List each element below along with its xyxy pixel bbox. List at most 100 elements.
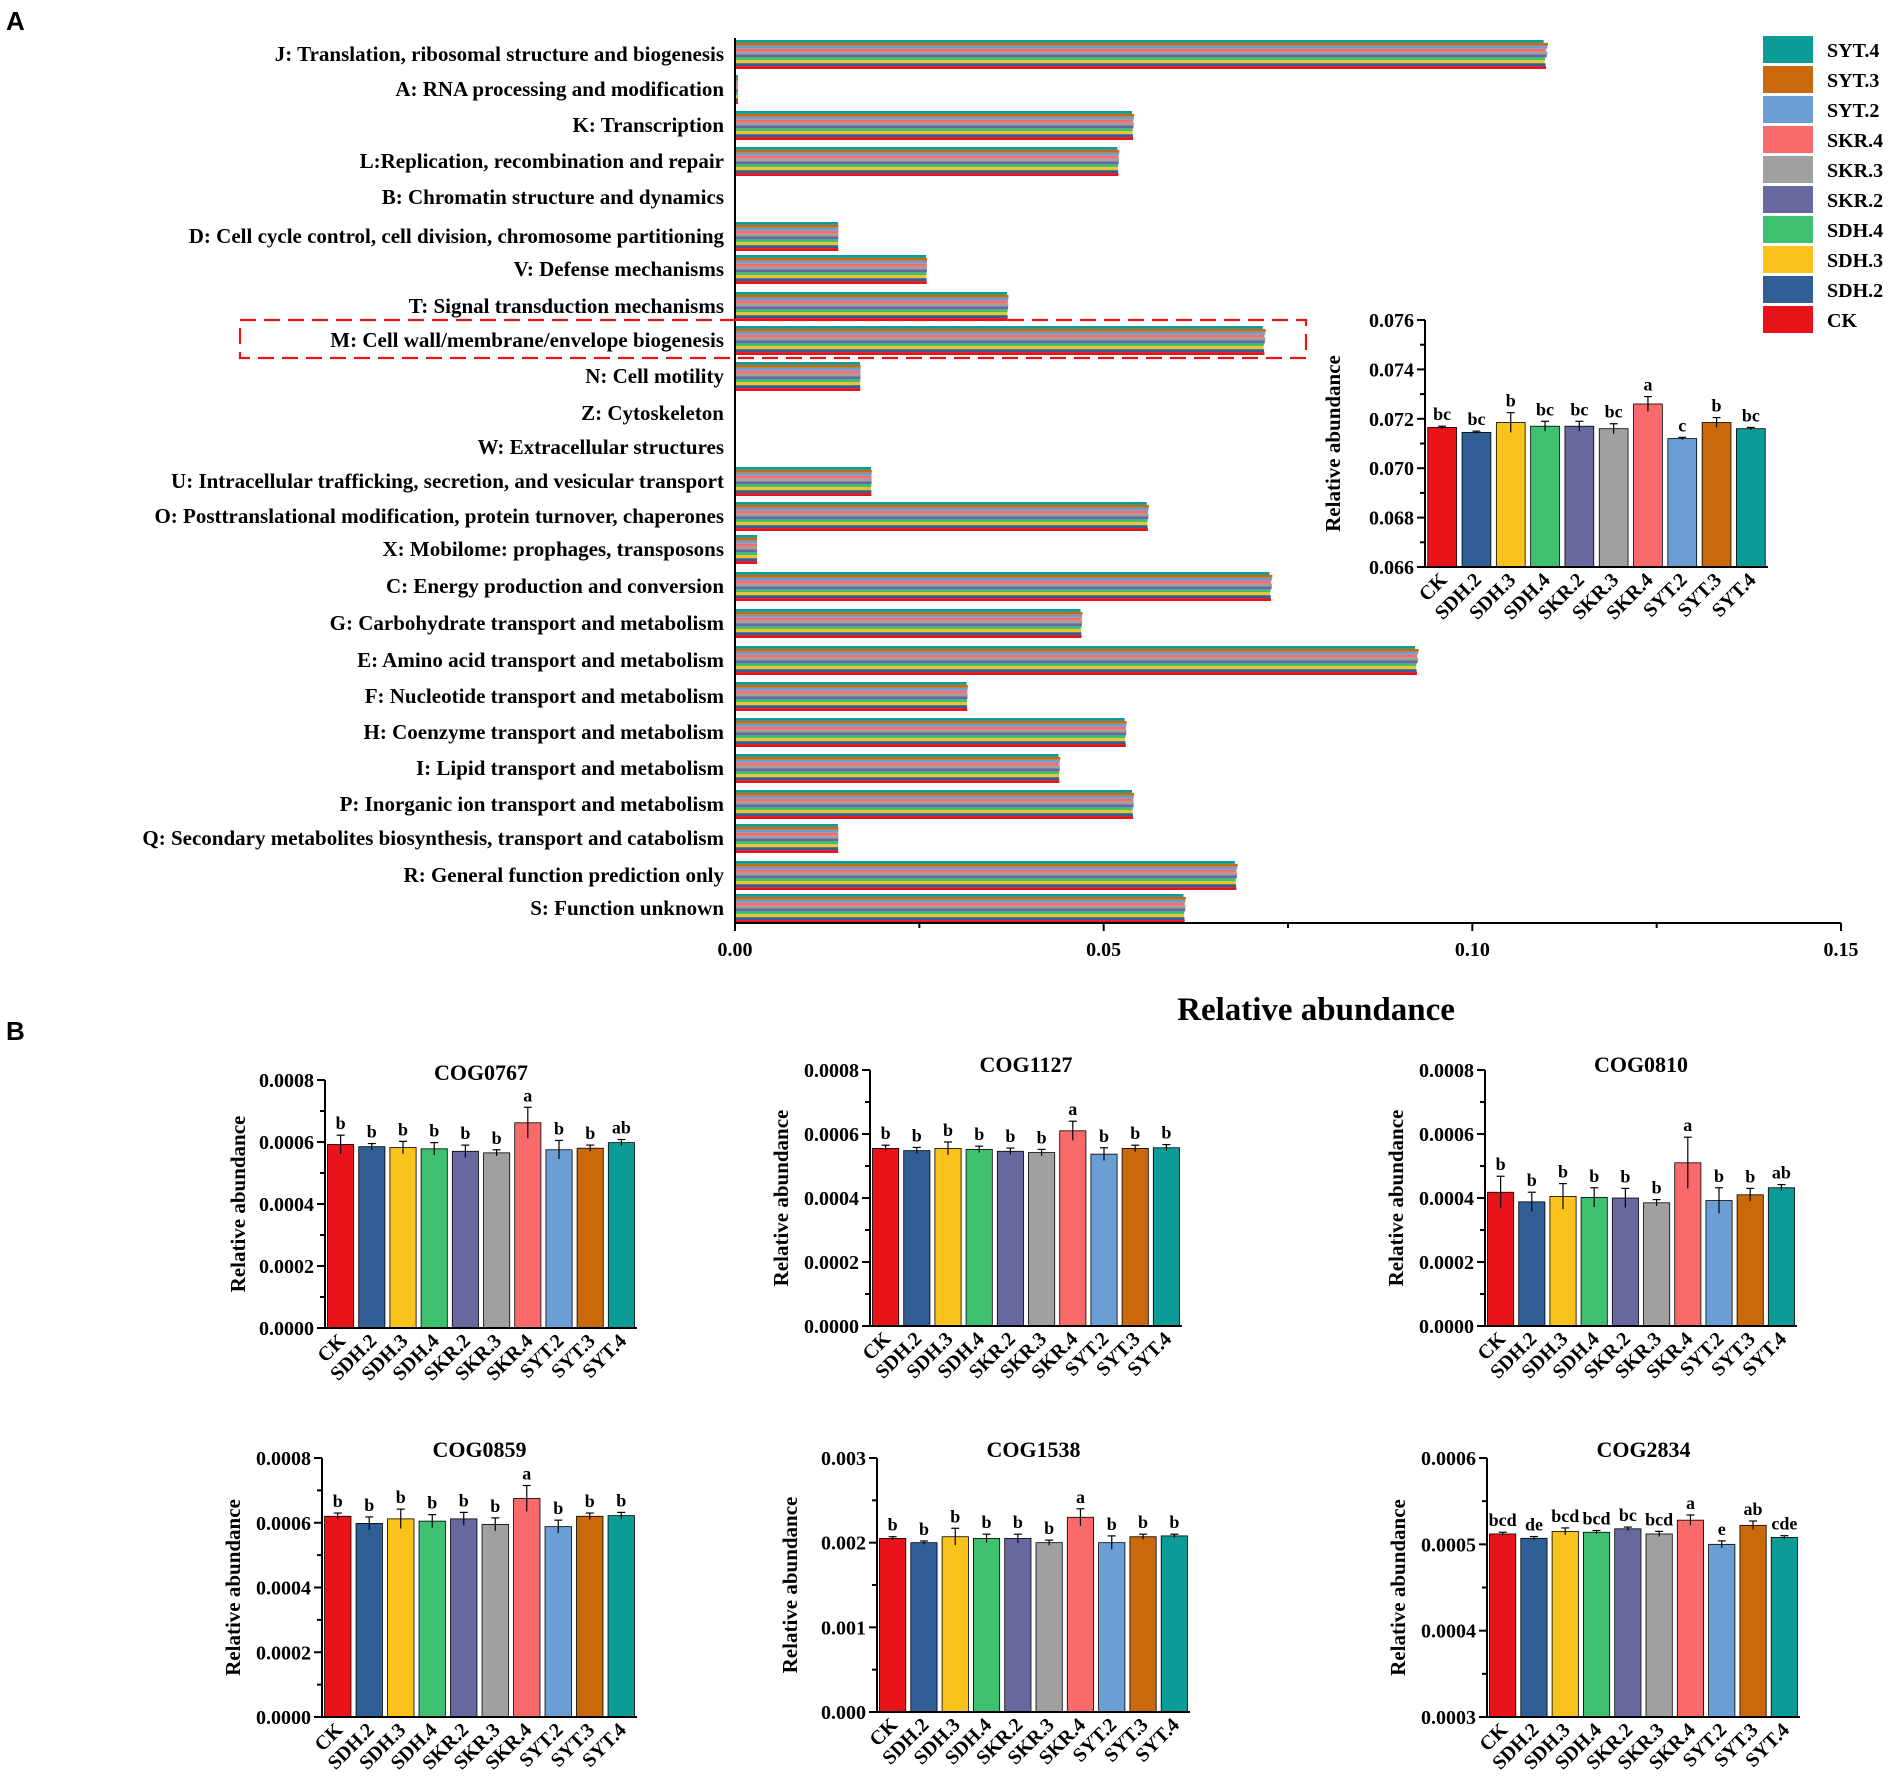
bar-SDH.2: [1518, 1201, 1546, 1327]
significance-label: b: [616, 1490, 626, 1510]
chart-title: COG1538: [986, 1437, 1080, 1462]
a-bar-16-CK: [735, 598, 1272, 601]
a-bar-25-SKR.3: [735, 905, 1186, 909]
significance-label: b: [919, 1519, 929, 1539]
legend-swatch: [1763, 276, 1813, 303]
a-x-axis-title: Relative abundance: [1177, 992, 1455, 1028]
a-bar-6-SYT.3: [735, 224, 839, 228]
category-label: T: Signal transduction mechanisms: [409, 294, 724, 318]
significance-label: b: [1496, 1154, 1506, 1174]
a-bar-1-CK: [735, 66, 1547, 69]
a-bar-9-SDH.2: [735, 349, 1265, 353]
a-bar-22-SDH.2: [735, 813, 1133, 817]
y-tick-label: 0.070: [1369, 458, 1414, 480]
significance-label: bc: [1433, 404, 1451, 424]
a-bar-21-SYT.4: [735, 754, 1059, 757]
significance-label: b: [585, 1491, 595, 1511]
bar-SKR.4: [1674, 1162, 1702, 1327]
chart-title: COG1127: [980, 1052, 1073, 1077]
y-tick-label: 0.072: [1369, 409, 1414, 431]
y-tick-label: 0.0008: [259, 1070, 314, 1092]
a-bar-23-SDH.3: [735, 844, 839, 848]
a-bar-22-SKR.3: [735, 801, 1134, 805]
a-bar-9-SYT.3: [735, 328, 1266, 332]
y-tick-label: 0.0004: [804, 1188, 859, 1210]
category-label: N: Cell motility: [585, 364, 724, 388]
significance-label: b: [336, 1113, 346, 1133]
a-bar-16-SYT.2: [735, 577, 1272, 581]
significance-label: ab: [612, 1118, 631, 1138]
y-tick-label: 0.0006: [256, 1513, 311, 1535]
category-label: K: Transcription: [573, 113, 725, 137]
a-bar-9-CK: [735, 352, 1265, 355]
a-bar-9-SKR.4: [735, 334, 1265, 338]
a-bar-19-SYT.3: [735, 684, 968, 688]
bar-SKR.3: [483, 1152, 511, 1329]
significance-label: b: [492, 1128, 502, 1148]
a-bar-8-SDH.3: [735, 312, 1008, 316]
a-bar-23-CK: [735, 850, 839, 853]
bar-SKR.2: [996, 1150, 1024, 1327]
bar-SYT.2: [545, 1149, 573, 1329]
legend-label: SYT.4: [1827, 40, 1879, 62]
a-bar-17-SDH.3: [735, 629, 1081, 633]
y-tick-label: 0.0002: [1419, 1252, 1474, 1274]
category-label: V: Defense mechanisms: [514, 257, 724, 281]
a-bar-17-SYT.4: [735, 609, 1081, 612]
a-bar-10-SYT.2: [735, 367, 861, 371]
a-bar-15-CK: [735, 561, 758, 564]
a-bar-13-SDH.4: [735, 484, 872, 488]
bar-SDH.4: [1530, 425, 1560, 568]
a-bar-6-CK: [735, 248, 839, 251]
a-bar-18-SYT.3: [735, 648, 1419, 652]
bar-SDH.3: [1495, 422, 1526, 568]
category-label: M: Cell wall/membrane/envelope biogenesi…: [330, 328, 724, 352]
a-bar-1-SDH.3: [735, 60, 1545, 64]
significance-label: b: [490, 1496, 500, 1516]
a-bar-9-SKR.3: [735, 337, 1266, 341]
a-x-tick-label: 0.15: [1824, 939, 1859, 961]
a-bar-25-CK: [735, 920, 1185, 923]
a-bar-23-SYT.3: [735, 826, 839, 830]
y-tick-label: 0.0002: [804, 1252, 859, 1274]
significance-label: b: [460, 1123, 470, 1143]
significance-label: b: [912, 1125, 922, 1145]
significance-label: b: [1099, 1126, 1109, 1146]
a-bar-24-SYT.2: [735, 866, 1238, 870]
a-bar-20-SDH.4: [735, 735, 1126, 739]
significance-label: b: [429, 1121, 439, 1141]
significance-label: a: [1686, 1493, 1695, 1513]
a-bar-22-SDH.3: [735, 810, 1133, 814]
a-bar-25-SDH.2: [735, 917, 1185, 921]
significance-label: b: [1013, 1512, 1023, 1532]
significance-label: b: [1620, 1166, 1630, 1186]
a-bar-18-SDH.4: [735, 663, 1417, 667]
y-tick-label: 0.0004: [256, 1578, 311, 1600]
bar-SYT.4: [607, 1142, 635, 1329]
a-bar-16-SKR.2: [735, 586, 1272, 590]
a-bar-20-SYT.2: [735, 723, 1127, 727]
significance-label: b: [427, 1493, 437, 1513]
a-bar-17-SDH.2: [735, 632, 1082, 636]
a-bar-3-SKR.4: [735, 119, 1134, 123]
a-bar-22-SYT.3: [735, 792, 1135, 796]
significance-label: b: [1712, 396, 1722, 416]
legend: SYT.4 SYT.3 SYT.2 SKR.4 SKR.3 SKR.2 SDH.4 SDH.3…: [1763, 36, 1883, 333]
category-label: E: Amino acid transport and metabolism: [357, 648, 724, 672]
bar-CK: [1427, 427, 1457, 568]
a-bar-22-CK: [735, 816, 1134, 819]
category-label: H: Coenzyme transport and metabolism: [364, 720, 725, 744]
significance-label: de: [1525, 1515, 1543, 1535]
significance-label: b: [1558, 1162, 1568, 1182]
legend-label: SKR.2: [1827, 190, 1883, 212]
a-bar-16-SDH.4: [735, 589, 1271, 593]
category-label: W: Extracellular structures: [477, 435, 724, 459]
a-bar-25-SYT.3: [735, 896, 1186, 900]
a-bar-3-SDH.4: [735, 128, 1133, 132]
bar-SDH.3: [389, 1147, 417, 1329]
a-bar-13-SYT.2: [735, 472, 872, 476]
significance-label: b: [881, 1123, 891, 1143]
a-bar-1-SDH.4: [735, 57, 1546, 61]
a-bar-18-SKR.2: [735, 660, 1418, 664]
